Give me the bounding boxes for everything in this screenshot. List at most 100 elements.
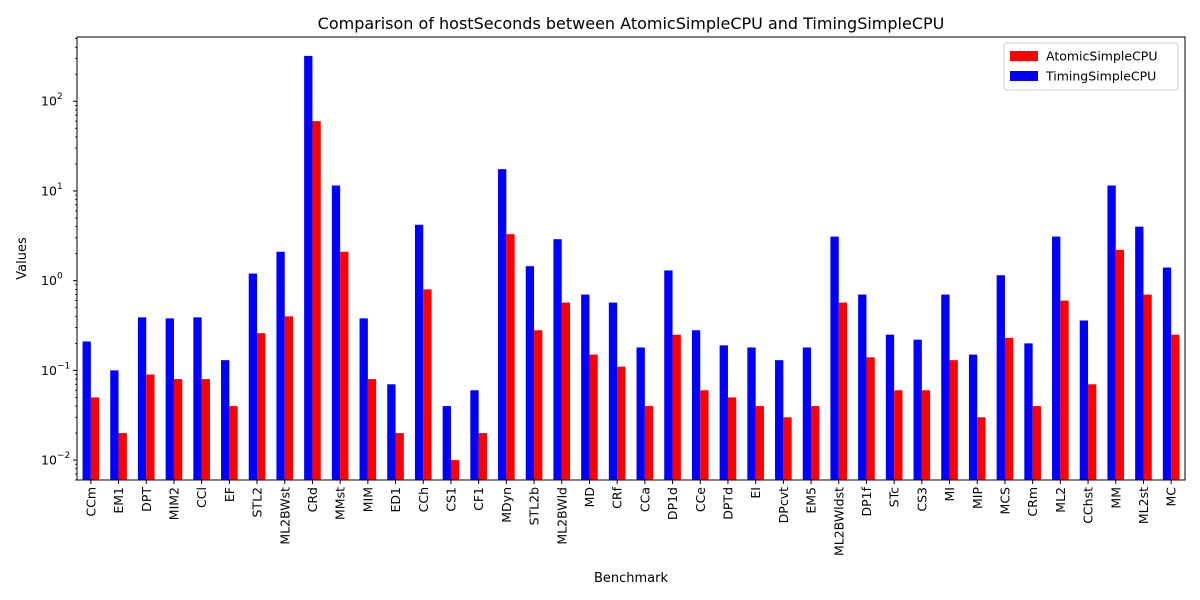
bar-timing-CCe	[691, 330, 701, 480]
bar-atomic-EM1	[118, 433, 127, 480]
legend-box	[1003, 42, 1179, 91]
x-tick-label: CRm	[1025, 487, 1040, 517]
x-tick-label: STL2	[250, 487, 265, 518]
x-tick-label: CRd	[305, 487, 320, 512]
bar-atomic-STc	[894, 390, 903, 480]
bar-atomic-CCm	[90, 397, 100, 480]
x-tick-label: CCa	[637, 487, 652, 512]
bar-atomic-DP1f	[866, 357, 875, 480]
bar-atomic-ML2BWst	[284, 316, 294, 480]
bar-atomic-CS1	[450, 460, 460, 480]
x-tick-label: ML2	[1053, 487, 1068, 513]
bar-timing-ML2BWldst	[830, 236, 839, 480]
bar-timing-CS3	[913, 339, 922, 480]
x-tick-label: CCh	[416, 487, 431, 512]
bar-timing-CCh	[414, 224, 424, 480]
bar-atomic-CRf	[617, 366, 626, 480]
x-tick-label: DPT	[139, 487, 154, 512]
bar-atomic-EM5	[811, 406, 820, 480]
chart-title: Comparison of hostSeconds between Atomic…	[318, 14, 945, 33]
y-tick-exponent: 1	[57, 182, 63, 192]
x-tick-label: MCS	[997, 487, 1012, 515]
x-tick-label: CCe	[693, 487, 708, 512]
bar-timing-ED1	[387, 384, 396, 480]
bar-atomic-CChst	[1088, 384, 1097, 480]
bar-atomic-CF1	[478, 433, 487, 480]
bar-timing-STL2b	[525, 266, 535, 480]
bar-atomic-ML2BWld	[561, 302, 571, 480]
x-tick-label: MIP	[970, 487, 985, 509]
bar-atomic-ML2	[1060, 300, 1069, 480]
bar-atomic-STL2b	[534, 330, 543, 480]
y-tick-label: 10	[41, 363, 57, 378]
bar-timing-MD	[581, 294, 590, 480]
x-tick-label: MDyn	[499, 487, 514, 523]
legend-swatch-timing	[1010, 71, 1038, 81]
bar-atomic-EF	[229, 406, 238, 480]
x-tick-label: DP1d	[665, 487, 680, 520]
bar-atomic-ML2BWldst	[838, 302, 848, 480]
bar-atomic-EI	[755, 406, 764, 480]
bar-timing-MI	[941, 294, 950, 480]
bar-atomic-DP1d	[672, 334, 681, 480]
bar-timing-CRf	[608, 302, 618, 480]
x-tick-label: EM5	[804, 487, 819, 514]
bar-atomic-CRd	[312, 121, 321, 480]
bar-atomic-CS3	[921, 390, 931, 480]
bar-timing-DPTd	[719, 345, 728, 480]
y-tick-exponent: 2	[57, 92, 63, 102]
bar-timing-CRd	[304, 55, 313, 481]
y-tick-label: 10	[41, 273, 57, 288]
bar-timing-CF1	[470, 390, 479, 480]
y-tick-label: 10	[41, 453, 57, 468]
bar-timing-CChst	[1079, 320, 1089, 480]
bar-timing-CCl	[193, 317, 202, 480]
x-tick-label: MD	[582, 487, 597, 507]
x-tick-label: MIM	[360, 487, 375, 512]
legend[interactable]: AtomicSimpleCPU TimingSimpleCPU	[1003, 42, 1179, 91]
bar-timing-STL2	[248, 273, 258, 480]
bar-timing-MMst	[331, 185, 341, 480]
bar-timing-CS1	[442, 406, 451, 480]
y-axis-label: Values	[15, 237, 30, 280]
x-tick-label: ED1	[388, 487, 403, 512]
x-tick-label: STc	[887, 487, 902, 507]
x-tick-label: MIM2	[166, 487, 181, 520]
y-tick-label: 10	[41, 183, 57, 198]
x-axis: CCm EM1 DPT MIM2 CCl EF STL2 ML2BWst CRd MMst MIM E…	[83, 480, 1179, 556]
bar-atomic-CCa	[644, 406, 654, 480]
y-tick-exponent: 0	[57, 272, 63, 282]
x-tick-label: DPTd	[720, 487, 735, 520]
bar-atomic-DPT	[146, 374, 155, 480]
x-tick-label: EF	[222, 487, 237, 502]
x-tick-label: DPcvt	[776, 487, 791, 523]
legend-label-timing: TimingSimpleCPU	[1045, 69, 1156, 84]
y-tick-label: 10	[41, 94, 57, 109]
x-tick-label: MI	[942, 487, 957, 501]
bar-timing-MC	[1162, 267, 1172, 480]
bar-timing-CRm	[1024, 343, 1033, 480]
bar-timing-MM	[1107, 185, 1116, 480]
bar-atomic-MCS	[1004, 337, 1014, 480]
bar-timing-STc	[885, 334, 895, 480]
x-tick-label: CCl	[194, 487, 209, 508]
bar-atomic-MM	[1115, 249, 1125, 480]
legend-label-atomic: AtomicSimpleCPU	[1046, 49, 1158, 64]
x-tick-label: CRf	[610, 486, 625, 508]
bar-timing-CCm	[82, 341, 91, 480]
x-tick-label: DP1f	[859, 486, 874, 516]
bar-atomic-DPTd	[727, 397, 737, 480]
bar-atomic-MD	[589, 354, 598, 480]
x-tick-label: MC	[1164, 487, 1179, 507]
bar-timing-CCa	[636, 347, 645, 480]
bar-atomic-CCh	[423, 289, 432, 480]
bar-atomic-CRm	[1032, 406, 1041, 480]
bar-atomic-MC	[1171, 334, 1180, 480]
bar-timing-ML2	[1052, 236, 1061, 480]
x-tick-label: ML2st	[1136, 487, 1151, 524]
bar-atomic-MDyn	[506, 234, 515, 480]
x-tick-label: CCm	[83, 487, 98, 517]
x-tick-label: ML2BWst	[277, 487, 292, 545]
bar-atomic-CCe	[700, 390, 709, 480]
bar-timing-ML2BWld	[553, 239, 562, 480]
